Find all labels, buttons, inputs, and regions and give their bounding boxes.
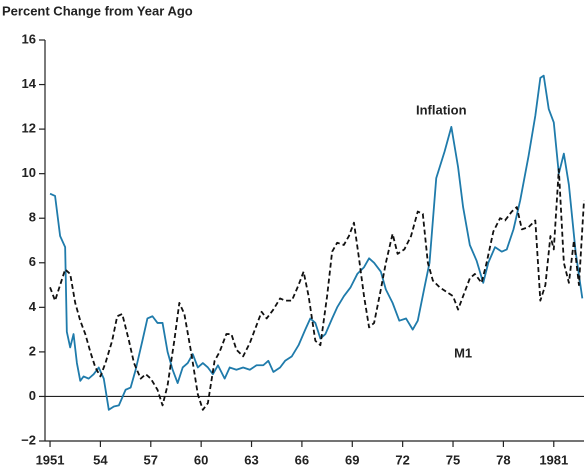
x-tick-label: 1981 — [539, 452, 568, 467]
x-tick-label: 63 — [244, 452, 258, 467]
x-tick-label: 60 — [194, 452, 208, 467]
y-tick-label: 12 — [22, 121, 36, 136]
y-tick-label: −2 — [21, 432, 36, 447]
y-tick-label: 14 — [22, 76, 37, 91]
y-tick-label: 2 — [29, 343, 36, 358]
x-tick-label: 72 — [395, 452, 409, 467]
series-label: M1 — [454, 346, 472, 361]
chart-title: Percent Change from Year Ago — [2, 3, 193, 18]
x-tick-label: 1951 — [36, 452, 65, 467]
series-label: Inflation — [416, 103, 467, 118]
x-tick-label: 75 — [446, 452, 460, 467]
x-tick-label: 78 — [496, 452, 510, 467]
y-tick-label: 0 — [29, 388, 36, 403]
series-line — [49, 74, 584, 411]
y-tick-label: 4 — [29, 299, 37, 314]
series-line — [49, 168, 585, 411]
y-tick-label: 8 — [29, 210, 36, 225]
y-tick-label: 10 — [22, 165, 36, 180]
x-tick-label: 69 — [345, 452, 359, 467]
y-tick-label: 16 — [22, 31, 36, 46]
y-tick-label: 6 — [29, 254, 36, 269]
x-tick-label: 57 — [144, 452, 158, 467]
x-tick-label: 54 — [93, 452, 108, 467]
x-tick-label: 66 — [295, 452, 309, 467]
